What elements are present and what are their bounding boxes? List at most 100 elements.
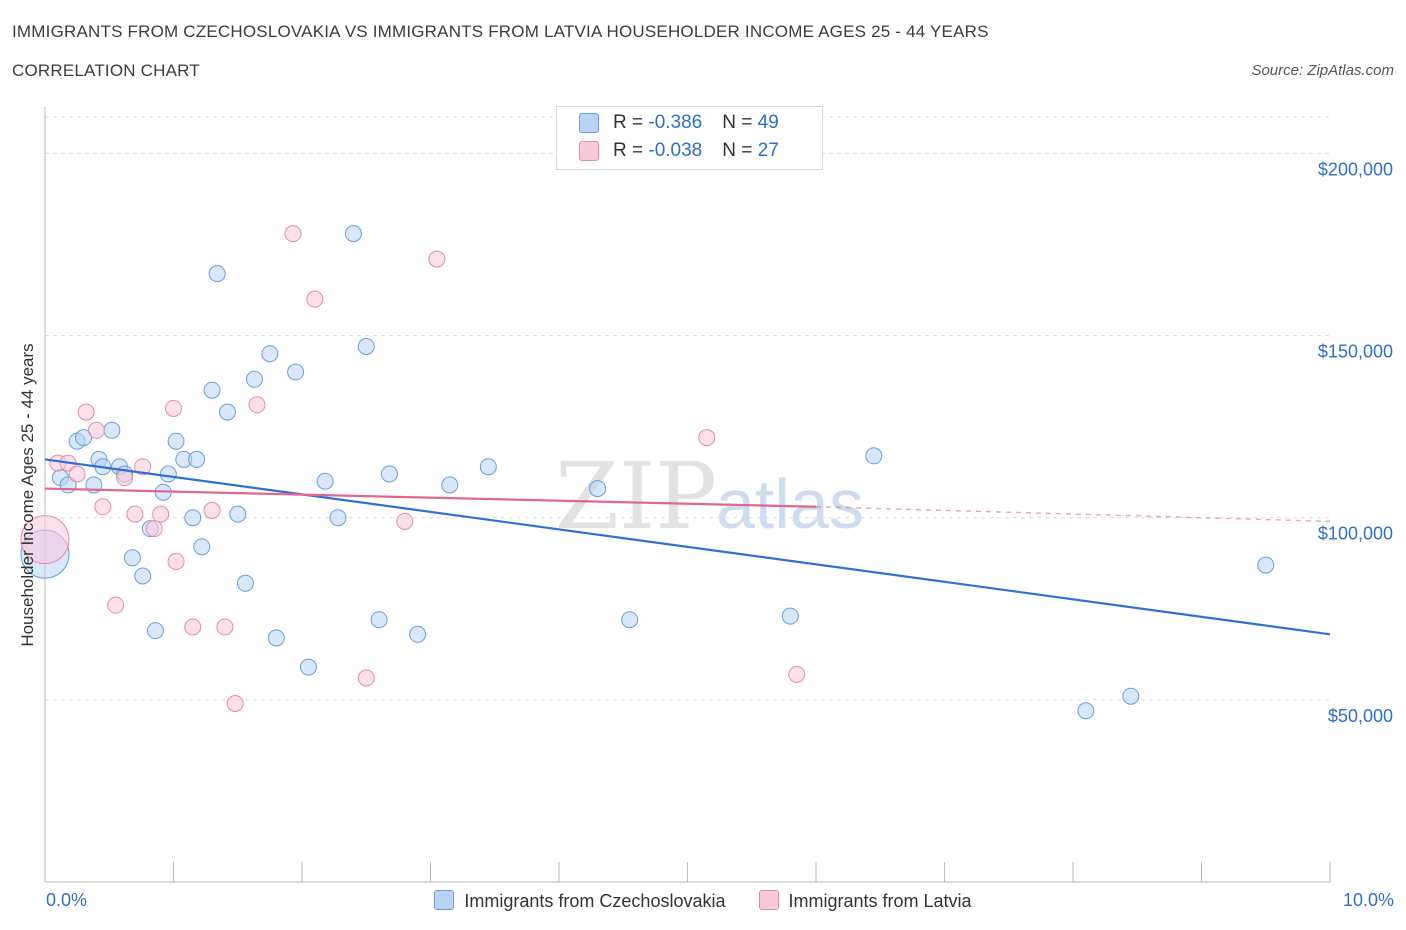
x-tick-min: 0.0% — [46, 890, 88, 910]
watermark-zip: ZIP — [555, 443, 717, 550]
latvia-point — [428, 250, 446, 268]
czechoslovakia-point — [134, 567, 152, 585]
blue-swatch — [579, 112, 599, 133]
y-tick-label: $50,000 — [1328, 706, 1393, 726]
czechoslovakia-point — [479, 458, 497, 476]
czechoslovakia-point — [589, 480, 607, 498]
latvia-point — [357, 669, 375, 687]
n-label: N = — [722, 140, 758, 161]
latvia-trend-line-extension — [815, 506, 1331, 523]
czechoslovakia-point — [357, 338, 375, 355]
czechoslovakia-point — [208, 265, 226, 283]
latvia-point — [284, 225, 302, 243]
czechoslovakia-point — [147, 622, 165, 640]
watermark: ZIP atlas — [555, 443, 864, 550]
r-label: R = — [613, 112, 649, 133]
y-tick-label: $150,000 — [1318, 342, 1393, 362]
czechoslovakia-point — [299, 658, 317, 676]
y-axis-label: Householder Income Ages 25 - 44 years — [18, 343, 37, 647]
x-tick-max: 10.0% — [1342, 890, 1394, 910]
czechoslovakia-point — [329, 509, 347, 527]
czechoslovakia-point — [316, 472, 334, 490]
czechoslovakia-point — [1257, 556, 1275, 574]
r-value: -0.386 — [648, 112, 703, 133]
latvia-point — [226, 695, 244, 712]
legend-row-czechoslovakia: R = -0.386 N = 49 — [579, 112, 779, 138]
latvia-point — [77, 403, 95, 421]
czechoslovakia-point — [261, 345, 279, 363]
latvia-trend-line — [44, 487, 817, 508]
latvia-point — [94, 498, 112, 516]
czechoslovakia-point — [865, 447, 883, 465]
czechoslovakia-point — [75, 429, 93, 447]
czechoslovakia-point — [1122, 687, 1140, 705]
r-value: -0.038 — [648, 140, 703, 161]
czechoslovakia-point — [344, 225, 362, 243]
latvia-point — [165, 399, 182, 417]
czechoslovakia-point — [409, 625, 427, 643]
czechoslovakia-point — [103, 421, 121, 439]
czechoslovakia-point — [193, 538, 211, 556]
grid — [45, 116, 1330, 701]
y-tick-label: $100,000 — [1318, 524, 1393, 544]
legend-label: Immigrants from Latvia — [788, 891, 972, 911]
n-label: N = — [722, 112, 758, 133]
latvia-point — [306, 290, 324, 308]
czechoslovakia-point — [370, 611, 388, 629]
latvia-point — [203, 501, 221, 519]
czechoslovakia-point — [229, 505, 247, 523]
latvia-point — [184, 618, 202, 636]
pink-swatch — [758, 890, 779, 910]
latvia-point — [248, 396, 266, 414]
czechoslovakia-point — [441, 476, 459, 494]
czechoslovakia-trend-line — [44, 458, 1331, 636]
source-credit: Source: ZipAtlas.com — [1251, 62, 1394, 79]
czechoslovakia-point — [123, 549, 141, 567]
legend-item-latvia: Immigrants from Latvia — [758, 890, 972, 912]
latvia-point — [107, 596, 125, 614]
czechoslovakia-point — [188, 450, 206, 468]
n-value: 49 — [757, 112, 779, 133]
latvia-point — [152, 505, 170, 523]
r-label: R = — [613, 140, 649, 161]
latvia-point — [788, 665, 806, 683]
czechoslovakia-point — [380, 465, 398, 483]
czechoslovakia-point — [159, 465, 177, 483]
legend-label: Immigrants from Czechoslovakia — [464, 891, 726, 911]
legend-row-latvia: R = -0.038 N = 27 — [579, 140, 779, 166]
latvia-point — [216, 618, 234, 636]
series-legend: Immigrants from Czechoslovakia Immigrant… — [0, 890, 1406, 912]
latvia-point — [167, 552, 185, 570]
latvia-point — [126, 505, 144, 523]
czechoslovakia-point — [218, 403, 236, 421]
latvia-point — [87, 421, 105, 439]
chart-title: IMMIGRANTS FROM CZECHOSLOVAKIA VS IMMIGR… — [12, 22, 989, 41]
czechoslovakia-point — [287, 363, 305, 381]
czechoslovakia-point — [1077, 702, 1095, 720]
n-value: 27 — [757, 140, 779, 161]
y-tick-labels: $50,000 $100,000 $150,000 $200,000 — [1318, 159, 1393, 725]
stats-legend: R = -0.386 N = 49 R = -0.038 N = 27 — [556, 106, 823, 170]
pink-swatch — [579, 140, 599, 161]
czechoslovakia-point — [781, 607, 799, 625]
latvia-point — [20, 515, 70, 565]
latvia-point — [698, 429, 716, 447]
czechoslovakia-point — [245, 370, 263, 388]
czechoslovakia-point — [203, 381, 221, 399]
czechoslovakia-point — [184, 509, 202, 527]
axes — [44, 107, 1331, 883]
czechoslovakia-point — [236, 574, 254, 592]
latvia-point — [396, 512, 414, 530]
trend-lines — [44, 458, 1331, 636]
blue-swatch — [434, 890, 455, 910]
chart-subtitle: CORRELATION CHART — [12, 61, 200, 80]
czechoslovakia-point — [167, 432, 185, 450]
latvia-point — [145, 520, 163, 538]
y-tick-label: $200,000 — [1318, 159, 1393, 179]
legend-item-czechoslovakia: Immigrants from Czechoslovakia — [434, 890, 726, 912]
latvia-point — [68, 465, 86, 483]
latvia-point — [134, 458, 152, 476]
czechoslovakia-point — [267, 629, 285, 647]
czechoslovakia-point — [621, 611, 639, 629]
